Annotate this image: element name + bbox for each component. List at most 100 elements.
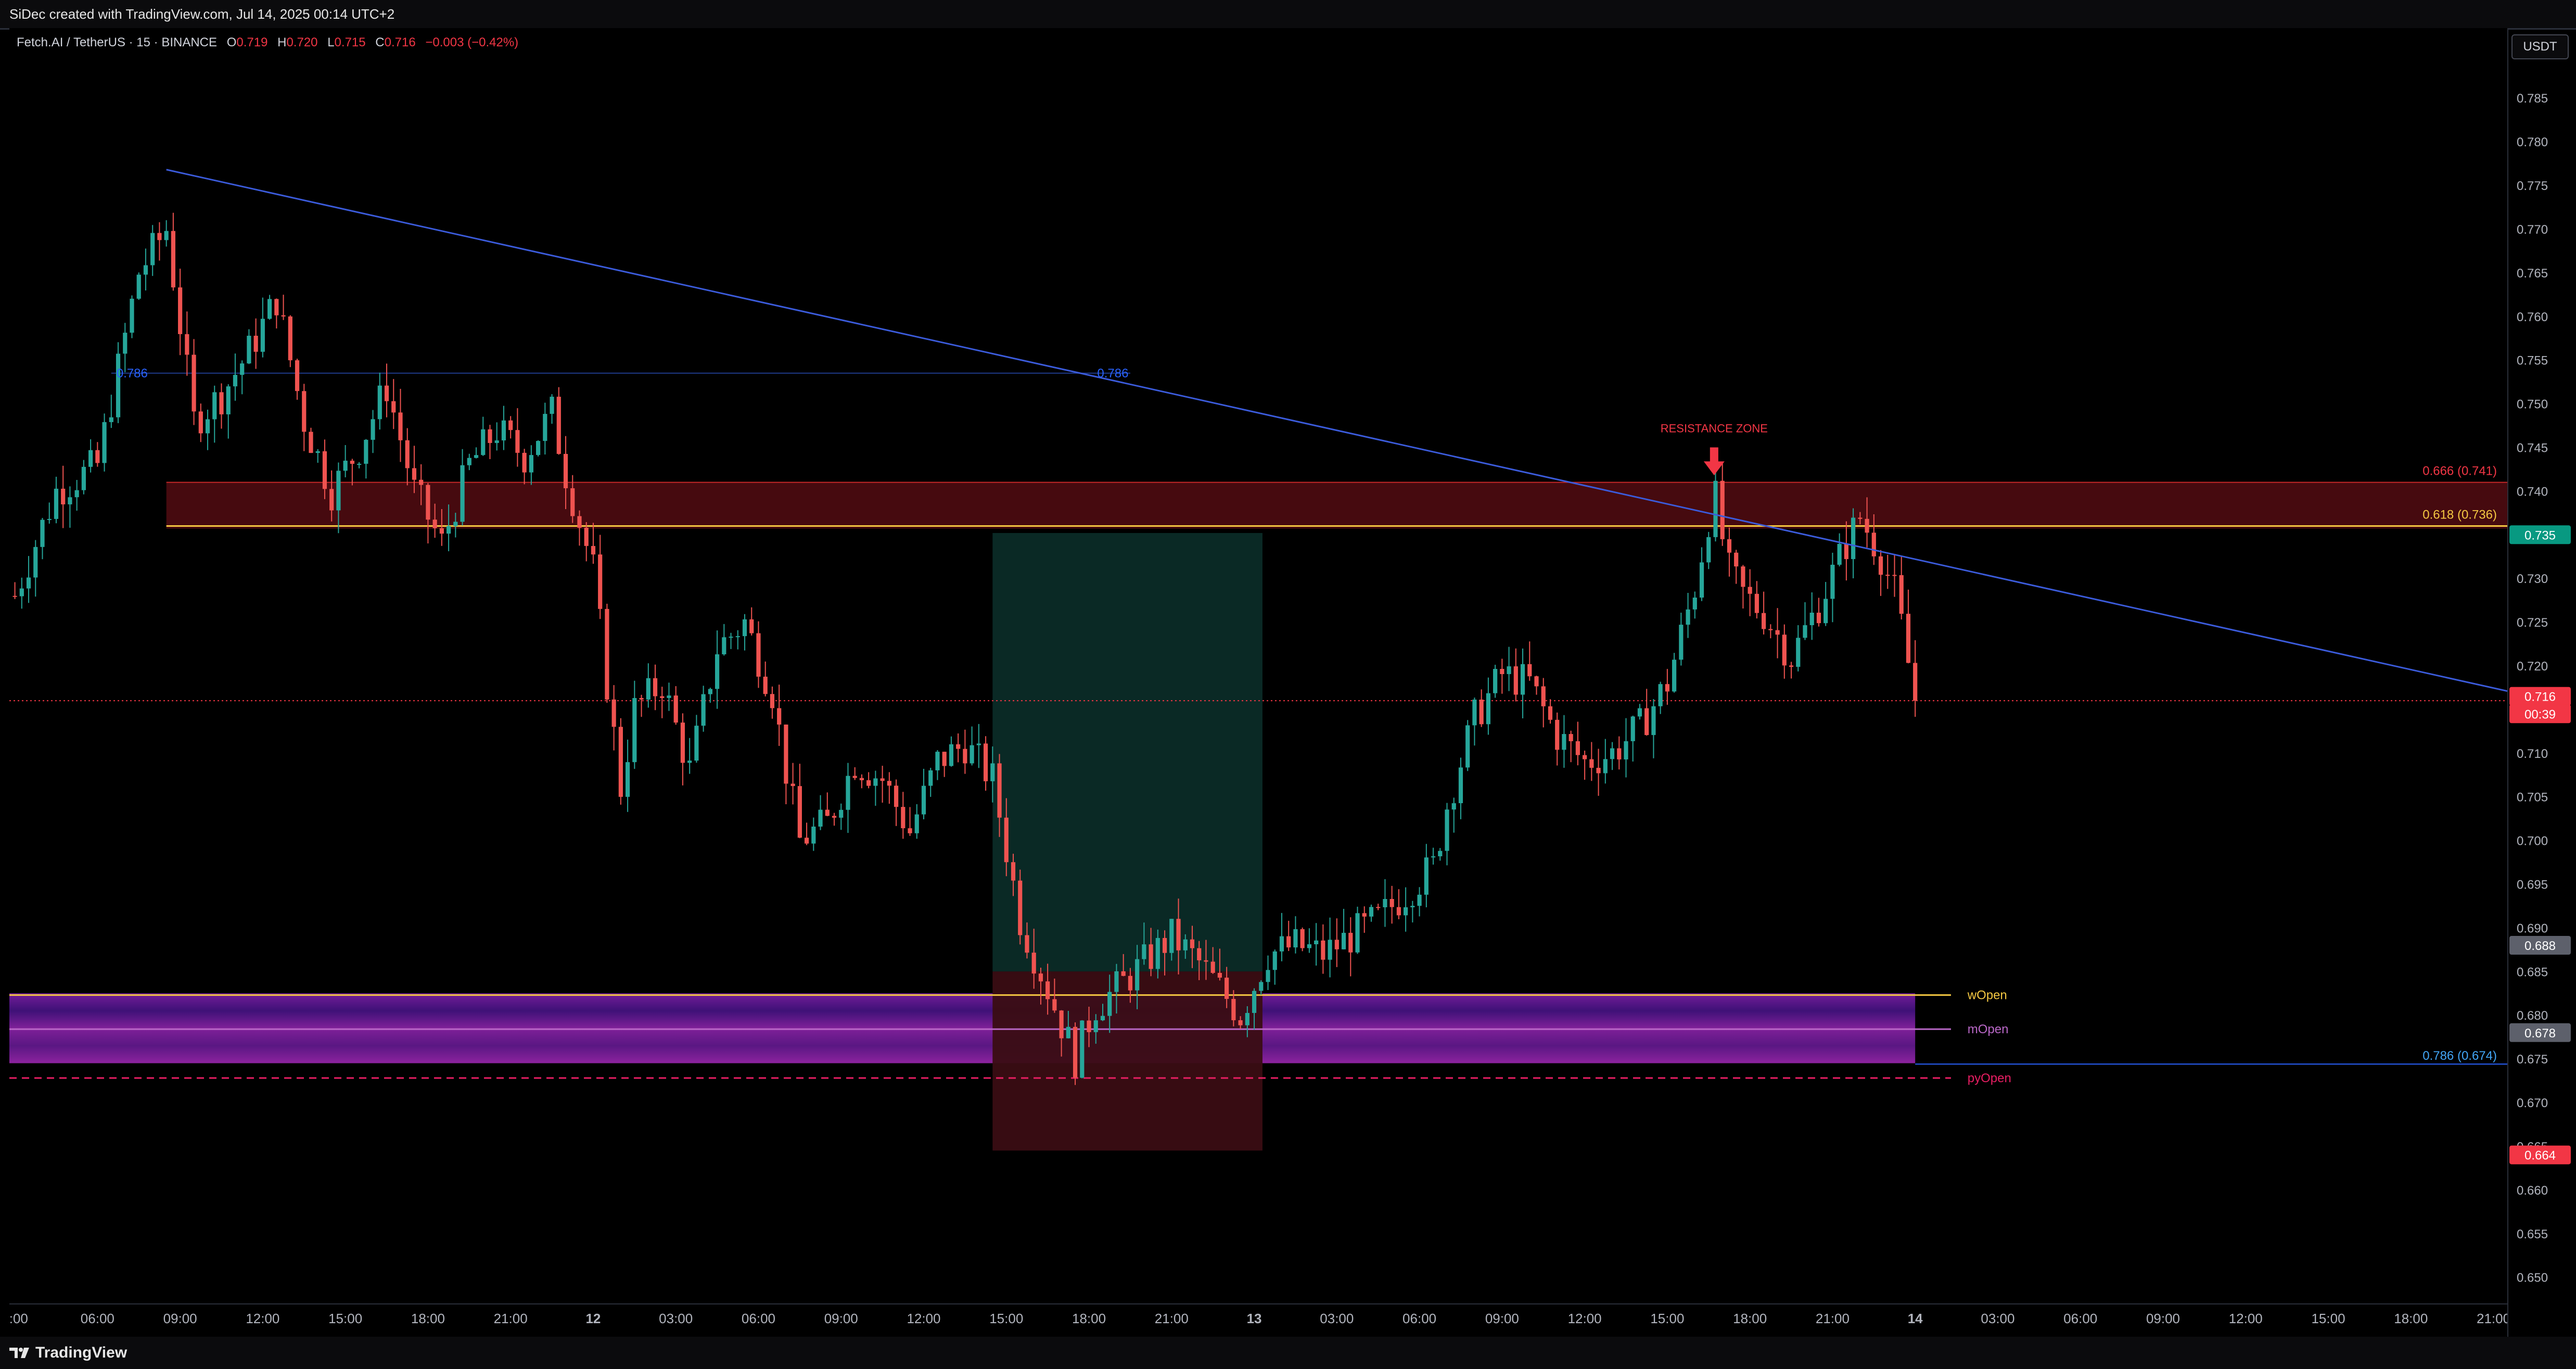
price-chart[interactable]: 0.786 0.786 RESISTANCE ZONE 0.666 (0.741) 0.…	[9, 28, 2507, 1330]
price-label-text: 0.688	[2524, 939, 2556, 953]
candle-body	[1885, 575, 1890, 576]
candle-body	[763, 676, 768, 694]
price-label-text: 0.716	[2524, 690, 2556, 704]
candle-body	[1176, 919, 1181, 950]
candle-body	[935, 752, 940, 770]
candle-body	[226, 386, 231, 415]
candle-body	[309, 432, 313, 453]
time-tick-label: 15:00	[1650, 1311, 1684, 1326]
candle-body	[329, 489, 334, 511]
candle-body	[563, 453, 568, 488]
candle-body	[818, 809, 823, 827]
candle-body	[1555, 719, 1560, 750]
chart-area[interactable]: 0.786 0.786 RESISTANCE ZONE 0.666 (0.741) 0.…	[9, 28, 2507, 1330]
time-tick-label: 06:00	[1402, 1311, 1436, 1326]
candle-body	[1871, 533, 1876, 556]
candle-body	[1107, 992, 1112, 1016]
price-axis[interactable]: 0.6500.6550.6600.6650.6700.6750.6800.685…	[2507, 28, 2576, 1337]
candle-body	[1624, 741, 1628, 759]
candle-body	[701, 694, 706, 726]
price-tick-label: 0.710	[2517, 747, 2548, 761]
candle-body	[777, 708, 782, 725]
candle-body	[1438, 851, 1443, 857]
candle-body	[74, 490, 79, 498]
resistance-zone-label: RESISTANCE ZONE	[1661, 422, 1768, 435]
candle-body	[770, 694, 775, 708]
candle-body	[687, 760, 692, 763]
symbol-label[interactable]: Fetch.AI / TetherUS · 15 · BINANCE	[17, 35, 218, 49]
candle-body	[646, 678, 651, 700]
candle-body	[1321, 940, 1325, 960]
candle-body	[1286, 936, 1291, 948]
candle-body	[88, 450, 93, 467]
candle-body	[371, 419, 375, 440]
candle-body	[577, 516, 582, 528]
candle-body	[1782, 635, 1787, 666]
candle-body	[123, 333, 127, 354]
candle-body	[1451, 803, 1456, 810]
time-tick-label: 18:00	[411, 1311, 445, 1326]
candle-body	[143, 265, 148, 275]
candle-body	[901, 807, 906, 829]
candle-body	[1128, 975, 1133, 991]
candle-body	[1637, 708, 1642, 717]
candle-body	[1225, 978, 1229, 999]
price-label-text: 0.664	[2524, 1149, 2556, 1163]
candle-body	[1066, 1026, 1070, 1038]
candle-body	[336, 471, 341, 511]
fib-level-label: 0.618 (0.736)	[2422, 508, 2497, 522]
price-tick-label: 0.670	[2517, 1096, 2548, 1110]
candle-body	[1734, 552, 1739, 567]
candle-body	[742, 619, 747, 637]
currency-button[interactable]: USDT	[2511, 34, 2569, 59]
purple-demand-zone	[9, 993, 1916, 1063]
candle-body	[749, 619, 754, 633]
time-tick-label: 03:00	[1981, 1311, 2014, 1326]
candle-body	[1348, 933, 1353, 953]
candle-body	[605, 609, 609, 700]
tradingview-logo[interactable]: TradingView	[9, 1344, 127, 1362]
candle-body	[130, 298, 134, 333]
candle-body	[419, 479, 424, 485]
candle-body	[1293, 929, 1298, 948]
price-tick-label: 0.705	[2517, 791, 2548, 805]
time-tick-label: 09:00	[2146, 1311, 2180, 1326]
time-tick-label: 14	[1908, 1311, 1923, 1326]
candle-body	[240, 363, 245, 375]
candle-body	[1665, 684, 1669, 692]
candle-body	[1603, 759, 1608, 774]
candle-body	[1548, 706, 1553, 720]
candle-body	[611, 699, 616, 727]
candle-body	[12, 595, 17, 597]
candle-body	[1748, 587, 1752, 594]
candle-body	[1686, 609, 1690, 625]
time-tick-label: 12:00	[907, 1311, 940, 1326]
fib-level-label: 0.666 (0.741)	[2422, 464, 2497, 478]
candle-body	[1383, 898, 1387, 907]
candle-body	[873, 778, 878, 786]
candle-body	[1500, 668, 1504, 675]
time-tick-label: 13	[1247, 1311, 1262, 1326]
candle-body	[81, 466, 86, 490]
candle-body	[1341, 933, 1346, 949]
candle-body	[136, 274, 141, 299]
candle-body	[591, 546, 596, 555]
candle-body	[178, 287, 183, 334]
time-tick-label: 15:00	[2311, 1311, 2345, 1326]
open-value: 0.719	[236, 35, 268, 49]
candle-body	[1314, 940, 1319, 945]
fib-786-left-label: 0.786	[117, 366, 148, 381]
candle-body	[405, 440, 410, 468]
candle-body	[315, 451, 320, 453]
candle-body	[302, 391, 307, 432]
candle-body	[439, 528, 444, 534]
time-tick-label: 21:00	[2477, 1311, 2507, 1326]
candle-body	[481, 429, 486, 455]
candle-body	[260, 319, 265, 352]
candle-body	[1679, 625, 1684, 660]
candle-body	[1369, 907, 1374, 917]
candle-body	[102, 422, 107, 463]
candle-body	[1004, 817, 1009, 863]
candle-body	[1417, 894, 1422, 906]
candle-body	[33, 547, 38, 578]
